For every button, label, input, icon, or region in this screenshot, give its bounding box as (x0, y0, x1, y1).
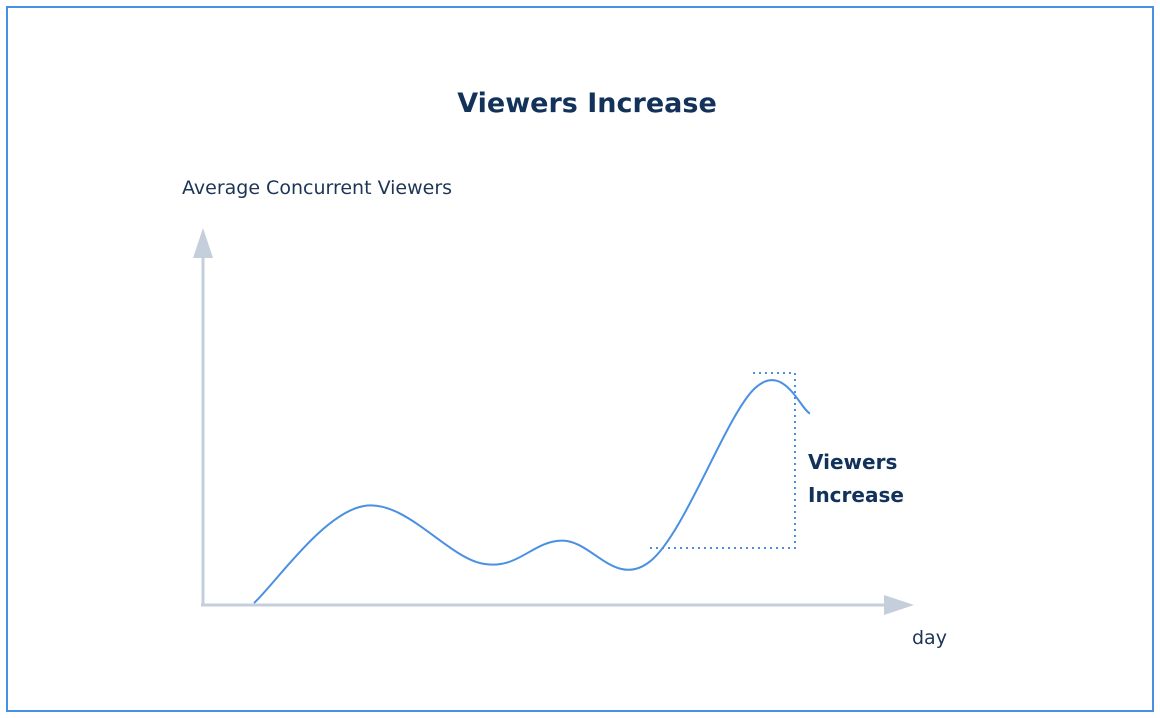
chart-title: Viewers Increase (457, 88, 717, 119)
annotation-line-1: Viewers (808, 450, 897, 474)
y-axis-label: Average Concurrent Viewers (182, 177, 452, 199)
x-axis-label: day (912, 627, 947, 649)
x-axis-arrow-icon (884, 595, 914, 615)
chart-frame (6, 6, 1154, 712)
increase-range-marker (650, 372, 796, 549)
series-line (253, 379, 811, 604)
y-axis-arrow-icon (193, 228, 213, 258)
annotation-line-2: Increase (808, 483, 904, 507)
